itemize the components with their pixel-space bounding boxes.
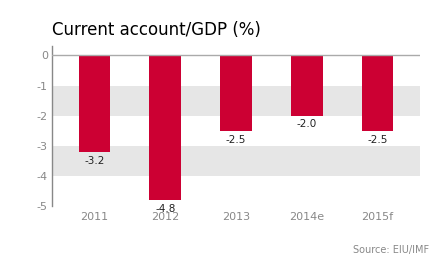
Bar (149, 55, 181, 200)
Bar (362, 55, 394, 131)
Text: Source: EIU/IMF: Source: EIU/IMF (352, 245, 429, 255)
Text: -2.5: -2.5 (226, 135, 246, 144)
Bar (78, 55, 110, 152)
Bar (291, 55, 323, 116)
Text: -3.2: -3.2 (84, 156, 105, 166)
Bar (52, 146, 420, 176)
Text: Current account/GDP (%): Current account/GDP (%) (52, 21, 261, 39)
Bar (52, 86, 420, 116)
Text: -4.8: -4.8 (155, 204, 175, 214)
Text: -2.5: -2.5 (367, 135, 388, 144)
Bar (220, 55, 252, 131)
Text: -2.0: -2.0 (297, 119, 317, 130)
